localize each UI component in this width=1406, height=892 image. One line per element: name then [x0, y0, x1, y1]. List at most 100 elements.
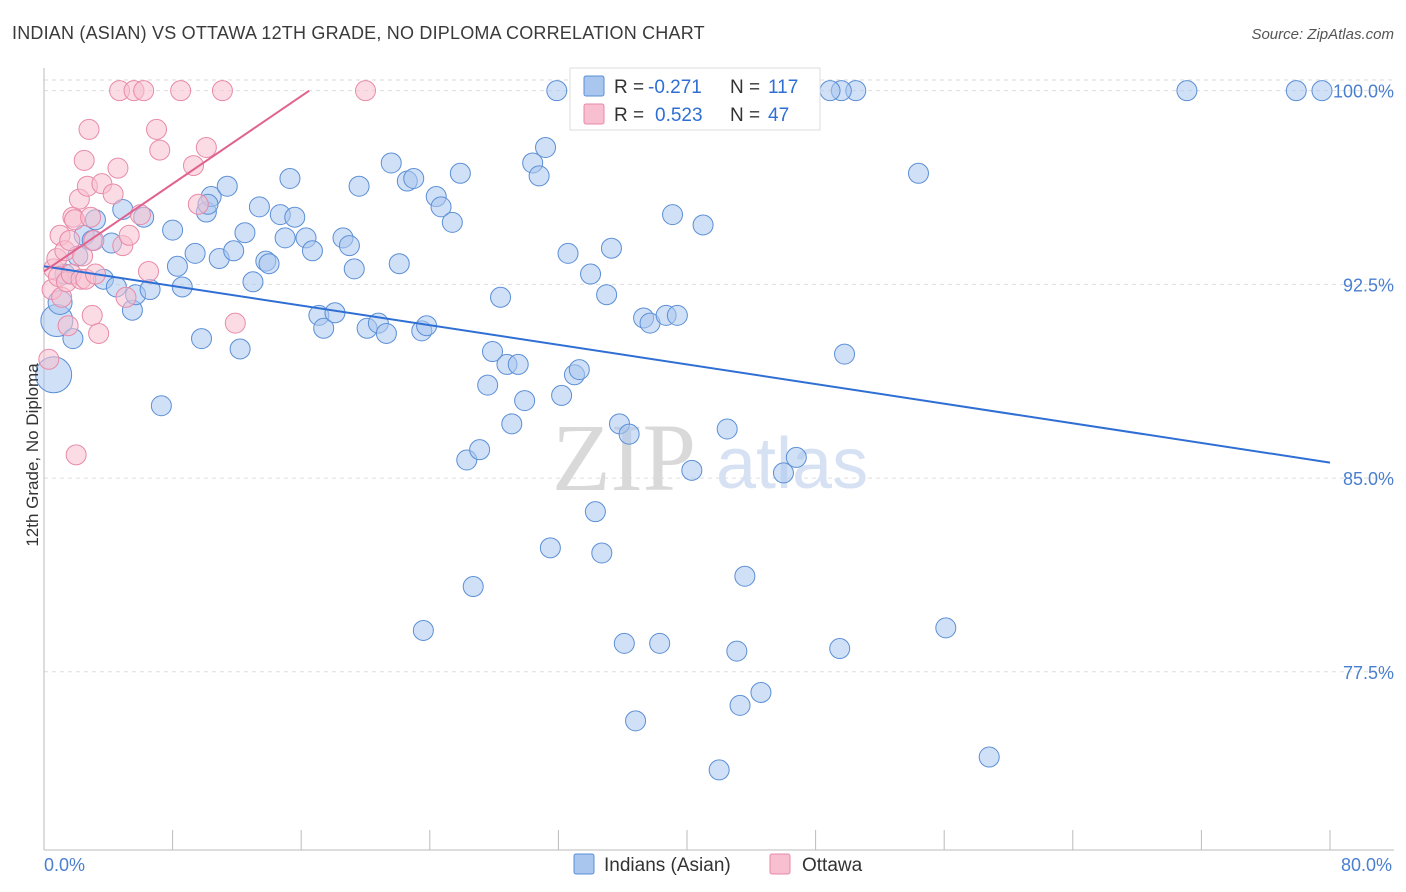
data-point [284, 206, 306, 228]
data-point [380, 152, 402, 174]
data-point [81, 304, 103, 326]
legend-swatch-blue [583, 75, 605, 97]
data-point [726, 640, 748, 662]
data-point [115, 286, 137, 308]
data-point [935, 617, 957, 639]
data-point [170, 80, 192, 102]
data-point [750, 681, 772, 703]
legend-n-label-2: N = [730, 105, 760, 126]
data-point [449, 162, 471, 184]
data-point [78, 118, 100, 140]
legend-n-label-1: N = [730, 77, 760, 98]
y-tick-label: 85.0% [1343, 469, 1394, 489]
data-point [182, 155, 204, 177]
data-point [514, 390, 536, 412]
data-point [978, 746, 1000, 768]
chart-source: Source: ZipAtlas.com [1251, 26, 1394, 43]
legend-n-value-1: 117 [768, 77, 798, 98]
trend-line-indians [43, 265, 1331, 464]
legend-r-label-2: R = [614, 105, 644, 126]
data-point [150, 395, 172, 417]
data-point [223, 240, 245, 262]
data-point [618, 423, 640, 445]
bottom-legend-indians: Indians (Asian) [604, 855, 731, 876]
data-point [462, 576, 484, 598]
data-point [88, 322, 110, 344]
bottom-legend-ottawa: Ottawa [802, 855, 863, 876]
data-point [229, 338, 251, 360]
data-point [1285, 80, 1307, 102]
data-point [313, 317, 335, 339]
y-axis-label: 12th Grade, No Diploma [23, 363, 42, 547]
data-point [477, 374, 499, 396]
data-point [469, 439, 491, 461]
legend-r-label-1: R = [614, 77, 644, 98]
data-point [692, 214, 714, 236]
data-point [195, 136, 217, 158]
data-point [301, 240, 323, 262]
grid-lines [44, 79, 1394, 673]
y-tick-label: 100.0% [1333, 82, 1394, 102]
data-point [118, 224, 140, 246]
legend-swatch-pink [583, 103, 605, 125]
data-point [412, 619, 434, 641]
data-point [580, 263, 602, 285]
data-point [38, 348, 60, 370]
legend-n-value-2: 47 [768, 105, 789, 126]
data-point [834, 343, 856, 365]
data-point [129, 204, 151, 226]
data-point [388, 253, 410, 275]
data-point [481, 341, 503, 363]
y-tick-labels: 100.0% 92.5% 85.0% 77.5% [1333, 82, 1394, 683]
data-point [274, 227, 296, 249]
trend-line-ottawa [43, 89, 310, 273]
data-point [785, 446, 807, 468]
data-point [591, 542, 613, 564]
data-point [666, 304, 688, 326]
data-point [146, 118, 168, 140]
y-tick-label: 92.5% [1343, 275, 1394, 295]
y-tick-label: 77.5% [1343, 663, 1394, 683]
data-point [166, 255, 188, 277]
data-point [734, 565, 756, 587]
data-point [662, 204, 684, 226]
data-point [716, 418, 738, 440]
data-point [248, 196, 270, 218]
data-point [649, 632, 671, 654]
data-point [596, 284, 618, 306]
data-point [625, 710, 647, 732]
data-point [279, 167, 301, 189]
data-point [819, 80, 841, 102]
legend: R = -0.271 N = 117 R = 0.523 N = 47 [569, 67, 821, 131]
data-point [73, 149, 95, 171]
data-point [441, 211, 463, 233]
data-point [137, 260, 159, 282]
data-point [490, 286, 512, 308]
data-point [681, 459, 703, 481]
data-point [102, 183, 124, 205]
bottom-legend-swatch-indians [573, 853, 595, 875]
legend-r-value-2: 0.523 [655, 105, 703, 126]
data-point [729, 694, 751, 716]
data-point [211, 80, 233, 102]
data-point [829, 638, 851, 660]
trend-lines [43, 89, 1331, 464]
data-point [403, 167, 425, 189]
x-tick-label-max: 80.0% [1341, 855, 1392, 875]
data-point [568, 359, 590, 381]
data-point [224, 312, 246, 334]
axes [43, 68, 1394, 851]
data-point [375, 322, 397, 344]
data-point [546, 80, 568, 102]
data-point [1176, 80, 1198, 102]
chart-title: INDIAN (ASIAN) VS OTTAWA 12TH GRADE, NO … [12, 23, 705, 43]
data-point [65, 444, 87, 466]
data-point [187, 193, 209, 215]
watermark: ZIP atlas [552, 404, 868, 511]
data-point [557, 242, 579, 264]
data-point [551, 384, 573, 406]
data-point [528, 165, 550, 187]
data-point [57, 315, 79, 337]
series-ottawa-points [38, 80, 376, 466]
